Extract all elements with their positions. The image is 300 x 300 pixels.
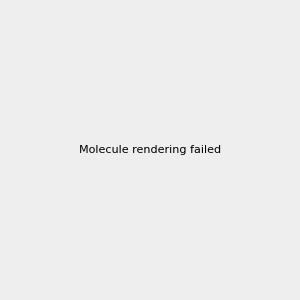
Text: Molecule rendering failed: Molecule rendering failed <box>79 145 221 155</box>
